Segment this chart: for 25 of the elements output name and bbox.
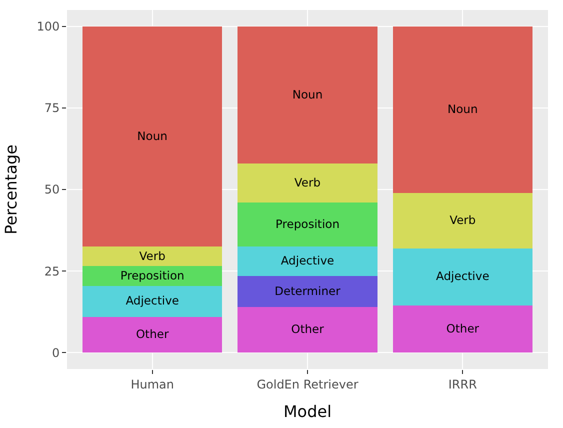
text: Other xyxy=(446,321,480,336)
series-label: Noun xyxy=(137,128,168,143)
series-label: Determiner xyxy=(274,284,341,298)
x-tick-label: GoldEn Retriever xyxy=(256,377,358,392)
text: Verb xyxy=(450,212,476,227)
text: Other xyxy=(291,322,324,336)
text: Preposition xyxy=(275,216,340,231)
y-tick-label: 0 xyxy=(52,346,60,360)
text: Adjective xyxy=(436,269,490,284)
text: Verb xyxy=(294,175,321,190)
y-tick-label: 25 xyxy=(44,264,60,278)
text: Noun xyxy=(448,102,478,116)
y-axis-title: Percentage xyxy=(2,144,21,235)
y-tick-label: 100 xyxy=(36,20,60,34)
series-label: Preposition xyxy=(120,268,184,282)
series-label: Verb xyxy=(139,248,166,263)
y-tick-label: 75 xyxy=(44,101,60,116)
y-tick-label: 50 xyxy=(44,182,60,197)
x-axis-title: Model xyxy=(283,402,332,422)
x-tick-label: Human xyxy=(130,377,174,392)
series-label: Adjective xyxy=(280,254,334,268)
text: Adjective xyxy=(126,294,179,308)
series-label: Other xyxy=(136,327,169,342)
text: Noun xyxy=(292,87,323,102)
x-tick-label: IRRR xyxy=(448,377,477,392)
